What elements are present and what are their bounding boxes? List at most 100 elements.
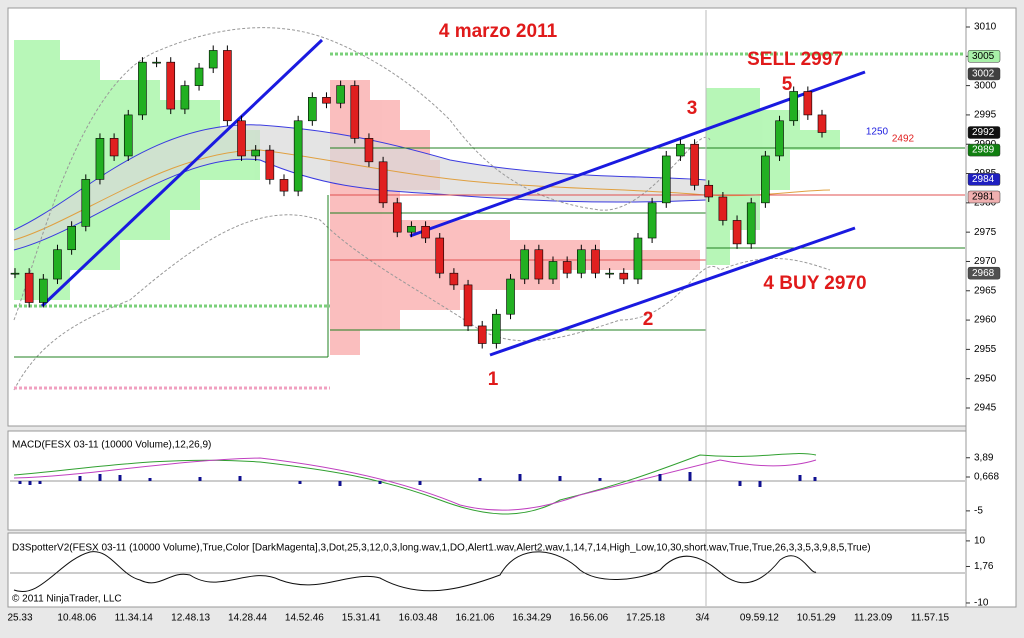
x-tick-label: 14.28.44 bbox=[228, 613, 267, 624]
y-tick-label: -10 bbox=[974, 598, 989, 609]
candle bbox=[534, 249, 544, 280]
candle bbox=[123, 114, 133, 157]
candle bbox=[53, 249, 62, 280]
x-tick-label: 11.23.09 bbox=[854, 613, 893, 624]
candle bbox=[39, 278, 48, 303]
x-tick-label: 11.57.15 bbox=[911, 613, 950, 624]
y-tick-label: -5 bbox=[974, 506, 983, 517]
y-tick-label: 2960 bbox=[974, 315, 997, 326]
annotation: 2 bbox=[643, 309, 654, 330]
y-tick-label: 2950 bbox=[974, 373, 997, 384]
x-tick-label: 12.48.13 bbox=[171, 613, 210, 624]
y-tick-label: 10 bbox=[974, 536, 986, 547]
candle bbox=[789, 91, 798, 122]
y-tick-label: 1,76 bbox=[974, 561, 994, 572]
price-tag-label: 2992 bbox=[972, 127, 995, 138]
price-tag bbox=[967, 126, 1001, 139]
y-tick-label: 3000 bbox=[974, 80, 997, 91]
price-tag bbox=[967, 67, 1001, 81]
candle bbox=[251, 149, 260, 157]
x-tick-label: 11.34.14 bbox=[115, 613, 154, 624]
candle bbox=[392, 202, 402, 233]
candle bbox=[265, 149, 275, 180]
spotter-label: D3SpotterV2(FESX 03-11 (10000 Volume),Tr… bbox=[12, 543, 871, 554]
level-lines bbox=[14, 10, 965, 606]
x-tick-label: 3/4 bbox=[696, 613, 710, 624]
annotation: 4 BUY 2970 bbox=[763, 273, 866, 294]
y-tick-label: 2965 bbox=[974, 285, 997, 296]
candle bbox=[732, 220, 742, 245]
average-line bbox=[13, 149, 831, 241]
x-tick-label: 10.48.06 bbox=[57, 613, 96, 624]
x-tick-label: 15.31.41 bbox=[342, 613, 381, 624]
candle bbox=[364, 138, 374, 163]
price-tag-label: 3005 bbox=[972, 51, 995, 62]
candle bbox=[208, 50, 218, 69]
x-tick-label: 16.03.48 bbox=[399, 613, 438, 624]
candle bbox=[109, 138, 119, 157]
macd-histogram bbox=[18, 472, 817, 487]
trend-lines bbox=[40, 38, 866, 357]
candle bbox=[350, 85, 360, 139]
y-tick-label: 2975 bbox=[974, 227, 997, 238]
candle bbox=[463, 284, 473, 327]
band-line bbox=[13, 158, 707, 251]
candle bbox=[24, 272, 34, 303]
price-tag bbox=[967, 143, 1001, 157]
candle bbox=[449, 272, 459, 286]
y-tick-label: 3010 bbox=[974, 22, 997, 33]
candle bbox=[152, 61, 161, 64]
candle bbox=[378, 161, 388, 204]
price-tag-label: 2989 bbox=[972, 145, 995, 156]
y-tick-label: 0,668 bbox=[974, 472, 999, 483]
candle bbox=[421, 225, 430, 239]
price-tag bbox=[967, 190, 1001, 204]
candle bbox=[477, 325, 487, 344]
candle bbox=[95, 138, 105, 180]
candle bbox=[718, 196, 728, 221]
envelope bbox=[13, 214, 831, 391]
spotter-line bbox=[13, 551, 817, 593]
candle bbox=[492, 313, 501, 344]
x-tick-label: 17.25.18 bbox=[626, 613, 665, 624]
x-tick-label: 16.34.29 bbox=[512, 613, 551, 624]
candle bbox=[591, 249, 600, 274]
candle bbox=[407, 225, 416, 233]
candle bbox=[308, 97, 317, 122]
x-tick-label: 16.21.06 bbox=[456, 613, 495, 624]
x-tick-label: 10.51.29 bbox=[797, 613, 836, 624]
candle bbox=[562, 261, 572, 274]
candle bbox=[67, 225, 76, 251]
y-tick-label: 2995 bbox=[974, 110, 997, 121]
candle bbox=[194, 67, 204, 86]
x-tick-label: 09.59.12 bbox=[740, 613, 779, 624]
y-tick-label: 2955 bbox=[974, 344, 997, 355]
candle bbox=[690, 143, 699, 186]
annotation: 3 bbox=[687, 98, 698, 119]
annotation: 1 bbox=[488, 369, 499, 390]
y-tick-label: 2970 bbox=[974, 256, 997, 267]
price-tag bbox=[967, 266, 1001, 280]
chart-title: 4 marzo 2011 bbox=[439, 21, 558, 42]
y-axis-area bbox=[965, 7, 1017, 608]
macd-label: MACD(FESX 03-11 (10000 Volume),12,26,9) bbox=[12, 440, 211, 451]
price-tag-label: 2984 bbox=[972, 174, 995, 185]
annotation: 5 bbox=[782, 74, 793, 95]
candle bbox=[647, 202, 657, 239]
envelope bbox=[13, 27, 711, 321]
y-tick-label: 2945 bbox=[974, 403, 997, 414]
candle bbox=[803, 91, 813, 116]
candle bbox=[180, 85, 190, 110]
candle bbox=[676, 143, 685, 157]
annotation: SELL 2997 bbox=[747, 49, 843, 70]
candle bbox=[223, 50, 232, 122]
candle bbox=[704, 184, 714, 198]
candle bbox=[817, 114, 827, 133]
candle bbox=[435, 237, 445, 274]
price-tag bbox=[967, 173, 1001, 186]
candle bbox=[293, 120, 303, 192]
candle bbox=[520, 249, 529, 280]
candle bbox=[619, 272, 629, 280]
copyright: © 2011 NinjaTrader, LLC bbox=[12, 594, 122, 605]
candle bbox=[633, 237, 643, 280]
